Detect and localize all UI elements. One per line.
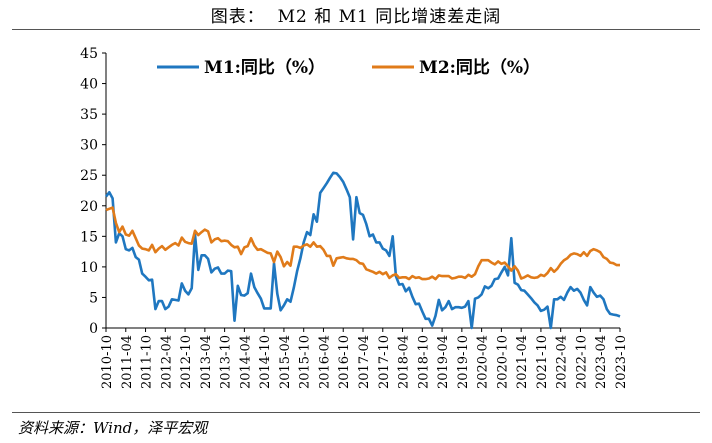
x-tick-label: 2023-04 xyxy=(594,335,609,389)
y-tick-label: 35 xyxy=(80,107,98,123)
x-tick-label: 2012-04 xyxy=(159,335,174,389)
source-note: 资料来源：Wind，泽平宏观 xyxy=(18,419,208,437)
x-tick-label: 2012-10 xyxy=(179,335,194,389)
x-tick-label: 2022-10 xyxy=(574,335,589,389)
source-divider xyxy=(12,412,700,413)
y-tick-label: 0 xyxy=(89,321,98,337)
chart-title: 图表： M2 和 M1 同比增速差走阔 xyxy=(210,7,502,27)
x-tick-label: 2019-10 xyxy=(456,335,471,389)
y-tick-label: 40 xyxy=(80,77,98,93)
x-tick-label: 2018-04 xyxy=(397,335,412,389)
x-tick-label: 2021-10 xyxy=(535,335,550,389)
x-tick-label: 2013-04 xyxy=(199,335,214,389)
y-tick-label: 25 xyxy=(80,168,98,184)
y-tick-label: 10 xyxy=(80,260,98,276)
title-bar: 图表： M2 和 M1 同比增速差走阔 xyxy=(0,0,712,28)
x-tick-label: 2017-10 xyxy=(377,335,392,389)
x-tick-label: 2016-10 xyxy=(337,335,352,389)
series-line-m1 xyxy=(104,171,621,330)
x-tick-label: 2011-04 xyxy=(120,335,135,389)
legend-label-m2: M2:同比（%） xyxy=(419,57,540,78)
x-tick-label: 2023-10 xyxy=(614,335,629,389)
y-tick-label: 20 xyxy=(80,199,98,215)
x-tick-label: 2020-10 xyxy=(495,335,510,389)
x-tick-label: 2014-04 xyxy=(238,335,253,389)
x-tick-label: 2019-04 xyxy=(436,335,451,389)
x-tick-label: 2014-10 xyxy=(258,335,273,389)
x-tick-label: 2016-04 xyxy=(317,335,332,389)
legend-label-m1: M1:同比（%） xyxy=(204,57,325,78)
x-tick-label: 2015-10 xyxy=(298,335,313,389)
y-tick-label: 15 xyxy=(80,229,98,245)
y-tick-label: 30 xyxy=(80,138,98,154)
title-divider xyxy=(12,29,700,30)
y-tick-label: 5 xyxy=(89,290,98,306)
x-tick-label: 2022-04 xyxy=(555,335,570,389)
x-tick-label: 2018-10 xyxy=(416,335,431,389)
x-tick-label: 2015-04 xyxy=(278,335,293,389)
x-tick-label: 2011-10 xyxy=(140,335,155,389)
x-tick-label: 2020-04 xyxy=(476,335,491,389)
x-tick-label: 2013-10 xyxy=(219,335,234,389)
x-tick-label: 2017-04 xyxy=(357,335,372,389)
series-line-m2 xyxy=(105,206,620,281)
y-tick-label: 45 xyxy=(80,46,98,62)
x-tick-label: 2021-04 xyxy=(515,335,530,389)
x-tick-label: 2010-10 xyxy=(100,335,115,389)
